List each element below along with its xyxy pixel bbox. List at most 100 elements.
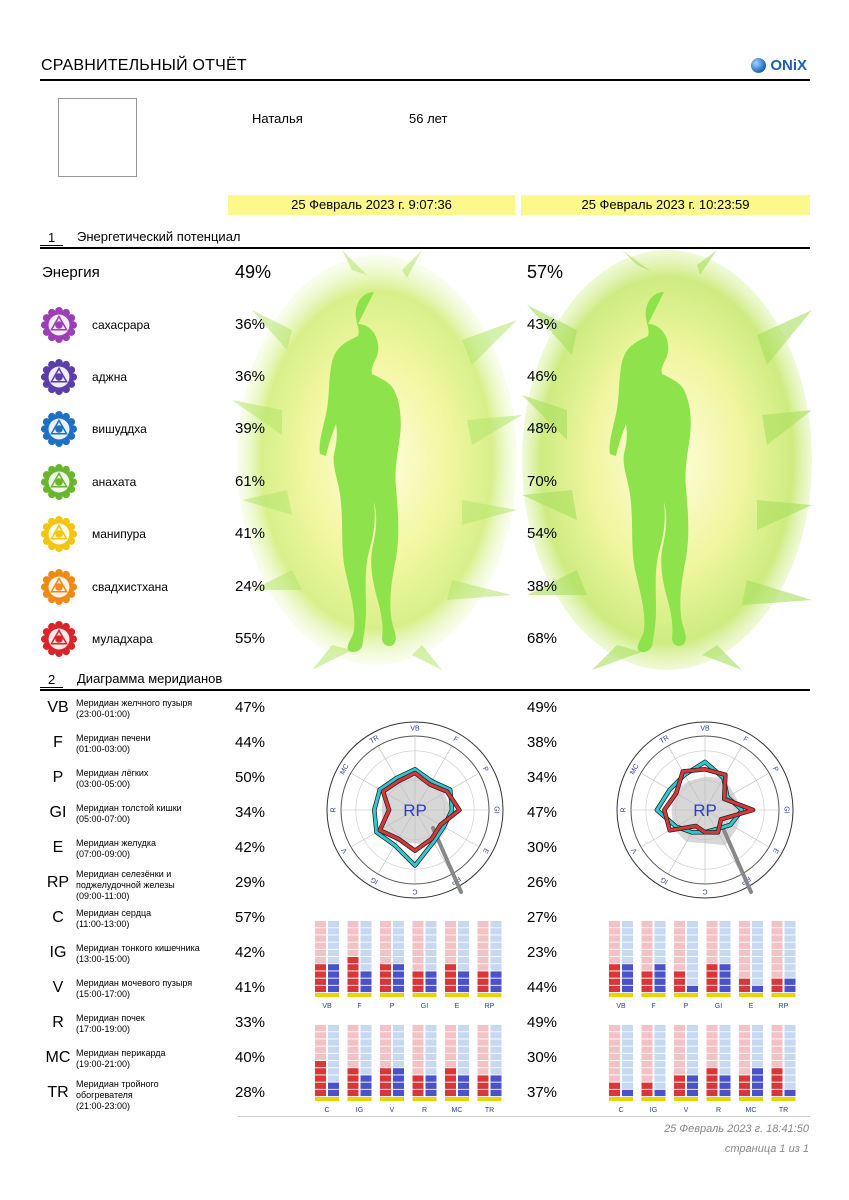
bar-segment-blue <box>719 985 731 993</box>
bar-segment-red <box>347 949 359 957</box>
bar-segment-blue <box>784 957 796 964</box>
bar-segment-blue <box>622 1046 633 1053</box>
bar-segment-red <box>445 1089 456 1097</box>
bar-segment-blue <box>393 1039 404 1046</box>
bar-segment-red <box>347 1075 359 1082</box>
bar-segment-blue <box>654 921 666 928</box>
chakra-icon-4 <box>40 463 78 501</box>
bar-baseline <box>641 1097 666 1101</box>
bar-segment-blue <box>393 1089 404 1097</box>
bar-baseline <box>706 1097 731 1101</box>
bar-segment-blue <box>654 971 666 978</box>
bar-label-C: C <box>618 1107 623 1114</box>
bar-segment-red <box>477 1068 489 1075</box>
bar-segment-red <box>674 964 685 971</box>
bar-segment-blue <box>654 1053 666 1061</box>
radar-series-cyan <box>372 767 454 867</box>
bar-segment-blue <box>784 985 796 993</box>
meridian-value-1: 33% <box>235 1014 266 1031</box>
bar-segment-blue <box>687 1032 698 1039</box>
bar-segment-blue <box>490 978 502 985</box>
bar-segment-red <box>609 1068 620 1075</box>
bar-segment-red <box>347 1025 359 1032</box>
bar-segment-blue <box>719 1039 731 1046</box>
bar-baseline <box>380 1097 404 1101</box>
bar-baseline <box>347 993 372 997</box>
radar-axis-label: V <box>631 846 640 854</box>
chakra-icon-3 <box>40 410 78 448</box>
bar-segment-red <box>445 971 456 978</box>
bar-segment-red <box>771 1068 783 1075</box>
bar-segment-blue <box>719 1082 731 1089</box>
bar-segment-blue <box>425 1039 437 1046</box>
bar-segment-red <box>412 978 424 985</box>
bar-segment-blue <box>622 957 633 964</box>
bar-segment-blue <box>458 978 469 985</box>
bar-segment-red <box>641 985 653 993</box>
bar-segment-blue <box>360 949 372 957</box>
bar-segment-blue <box>490 964 502 971</box>
person-name: Наталья <box>252 111 303 126</box>
meridian-time: (15:00-17:00) <box>76 989 131 999</box>
chakra-value-1: 24% <box>235 578 266 595</box>
energy-value-2: 57% <box>527 262 564 282</box>
bar-segment-red <box>706 921 718 928</box>
bar-segment-red <box>445 942 456 949</box>
bar-segment-red <box>609 1025 620 1032</box>
bar-segment-blue <box>752 1061 763 1068</box>
bar-segment-red <box>739 978 750 985</box>
aura-figure-1 <box>232 250 522 670</box>
bar-segment-blue <box>490 1061 502 1068</box>
bar-segment-red <box>477 942 489 949</box>
bar-segment-blue <box>393 1082 404 1089</box>
bar-segment-red <box>347 1039 359 1046</box>
bar-segment-red <box>412 1025 424 1032</box>
bar-segment-blue <box>490 1032 502 1039</box>
meridian-value-1: 29% <box>235 874 266 891</box>
chakra-value-2: 68% <box>527 630 558 647</box>
brand-logo: ONiX <box>751 57 807 74</box>
meridian-value-2: 27% <box>527 909 558 926</box>
chakra-value-1: 36% <box>235 316 266 333</box>
bar-segment-blue <box>752 971 763 978</box>
meridian-value-2: 26% <box>527 874 558 891</box>
bar-segment-red <box>347 985 359 993</box>
bar-baseline <box>477 993 502 997</box>
bar-segment-red <box>771 1075 783 1082</box>
bar-segment-red <box>315 964 326 971</box>
bar-segment-blue <box>719 921 731 928</box>
meridian-time: (05:00-07:00) <box>76 814 131 824</box>
bar-segment-blue <box>458 935 469 942</box>
bar-segment-red <box>771 1025 783 1032</box>
bar-label-C: C <box>324 1107 329 1114</box>
bar-segment-blue <box>687 935 698 942</box>
bar-segment-blue <box>719 971 731 978</box>
bar-segment-blue <box>622 935 633 942</box>
bar-segment-blue <box>393 985 404 993</box>
bar-label-RP: RP <box>485 1003 495 1010</box>
bar-segment-red <box>706 957 718 964</box>
bar-segment-blue <box>458 928 469 935</box>
radar-axis-label: E <box>771 847 780 855</box>
bar-segment-red <box>609 1039 620 1046</box>
bar-segment-red <box>706 971 718 978</box>
bar-segment-blue <box>654 1082 666 1089</box>
bar-segment-blue <box>458 1061 469 1068</box>
bar-segment-red <box>674 928 685 935</box>
bar-segment-blue <box>425 985 437 993</box>
bar-segment-blue <box>393 1046 404 1053</box>
meridian-value-1: 42% <box>235 944 266 961</box>
bar-segment-red <box>412 928 424 935</box>
chakra-name: муладхара <box>92 632 153 646</box>
bar-segment-blue <box>752 957 763 964</box>
bar-segment-blue <box>752 949 763 957</box>
bar-segment-blue <box>458 1032 469 1039</box>
bar-segment-red <box>706 1025 718 1032</box>
body-silhouette <box>609 292 691 653</box>
bar-segment-blue <box>393 1025 404 1032</box>
bar-segment-red <box>445 935 456 942</box>
meridian-name: Меридиан толстой кишки <box>76 803 182 813</box>
bar-segment-red <box>706 1039 718 1046</box>
bar-label-MC: MC <box>452 1107 463 1114</box>
bar-segment-red <box>347 1089 359 1097</box>
